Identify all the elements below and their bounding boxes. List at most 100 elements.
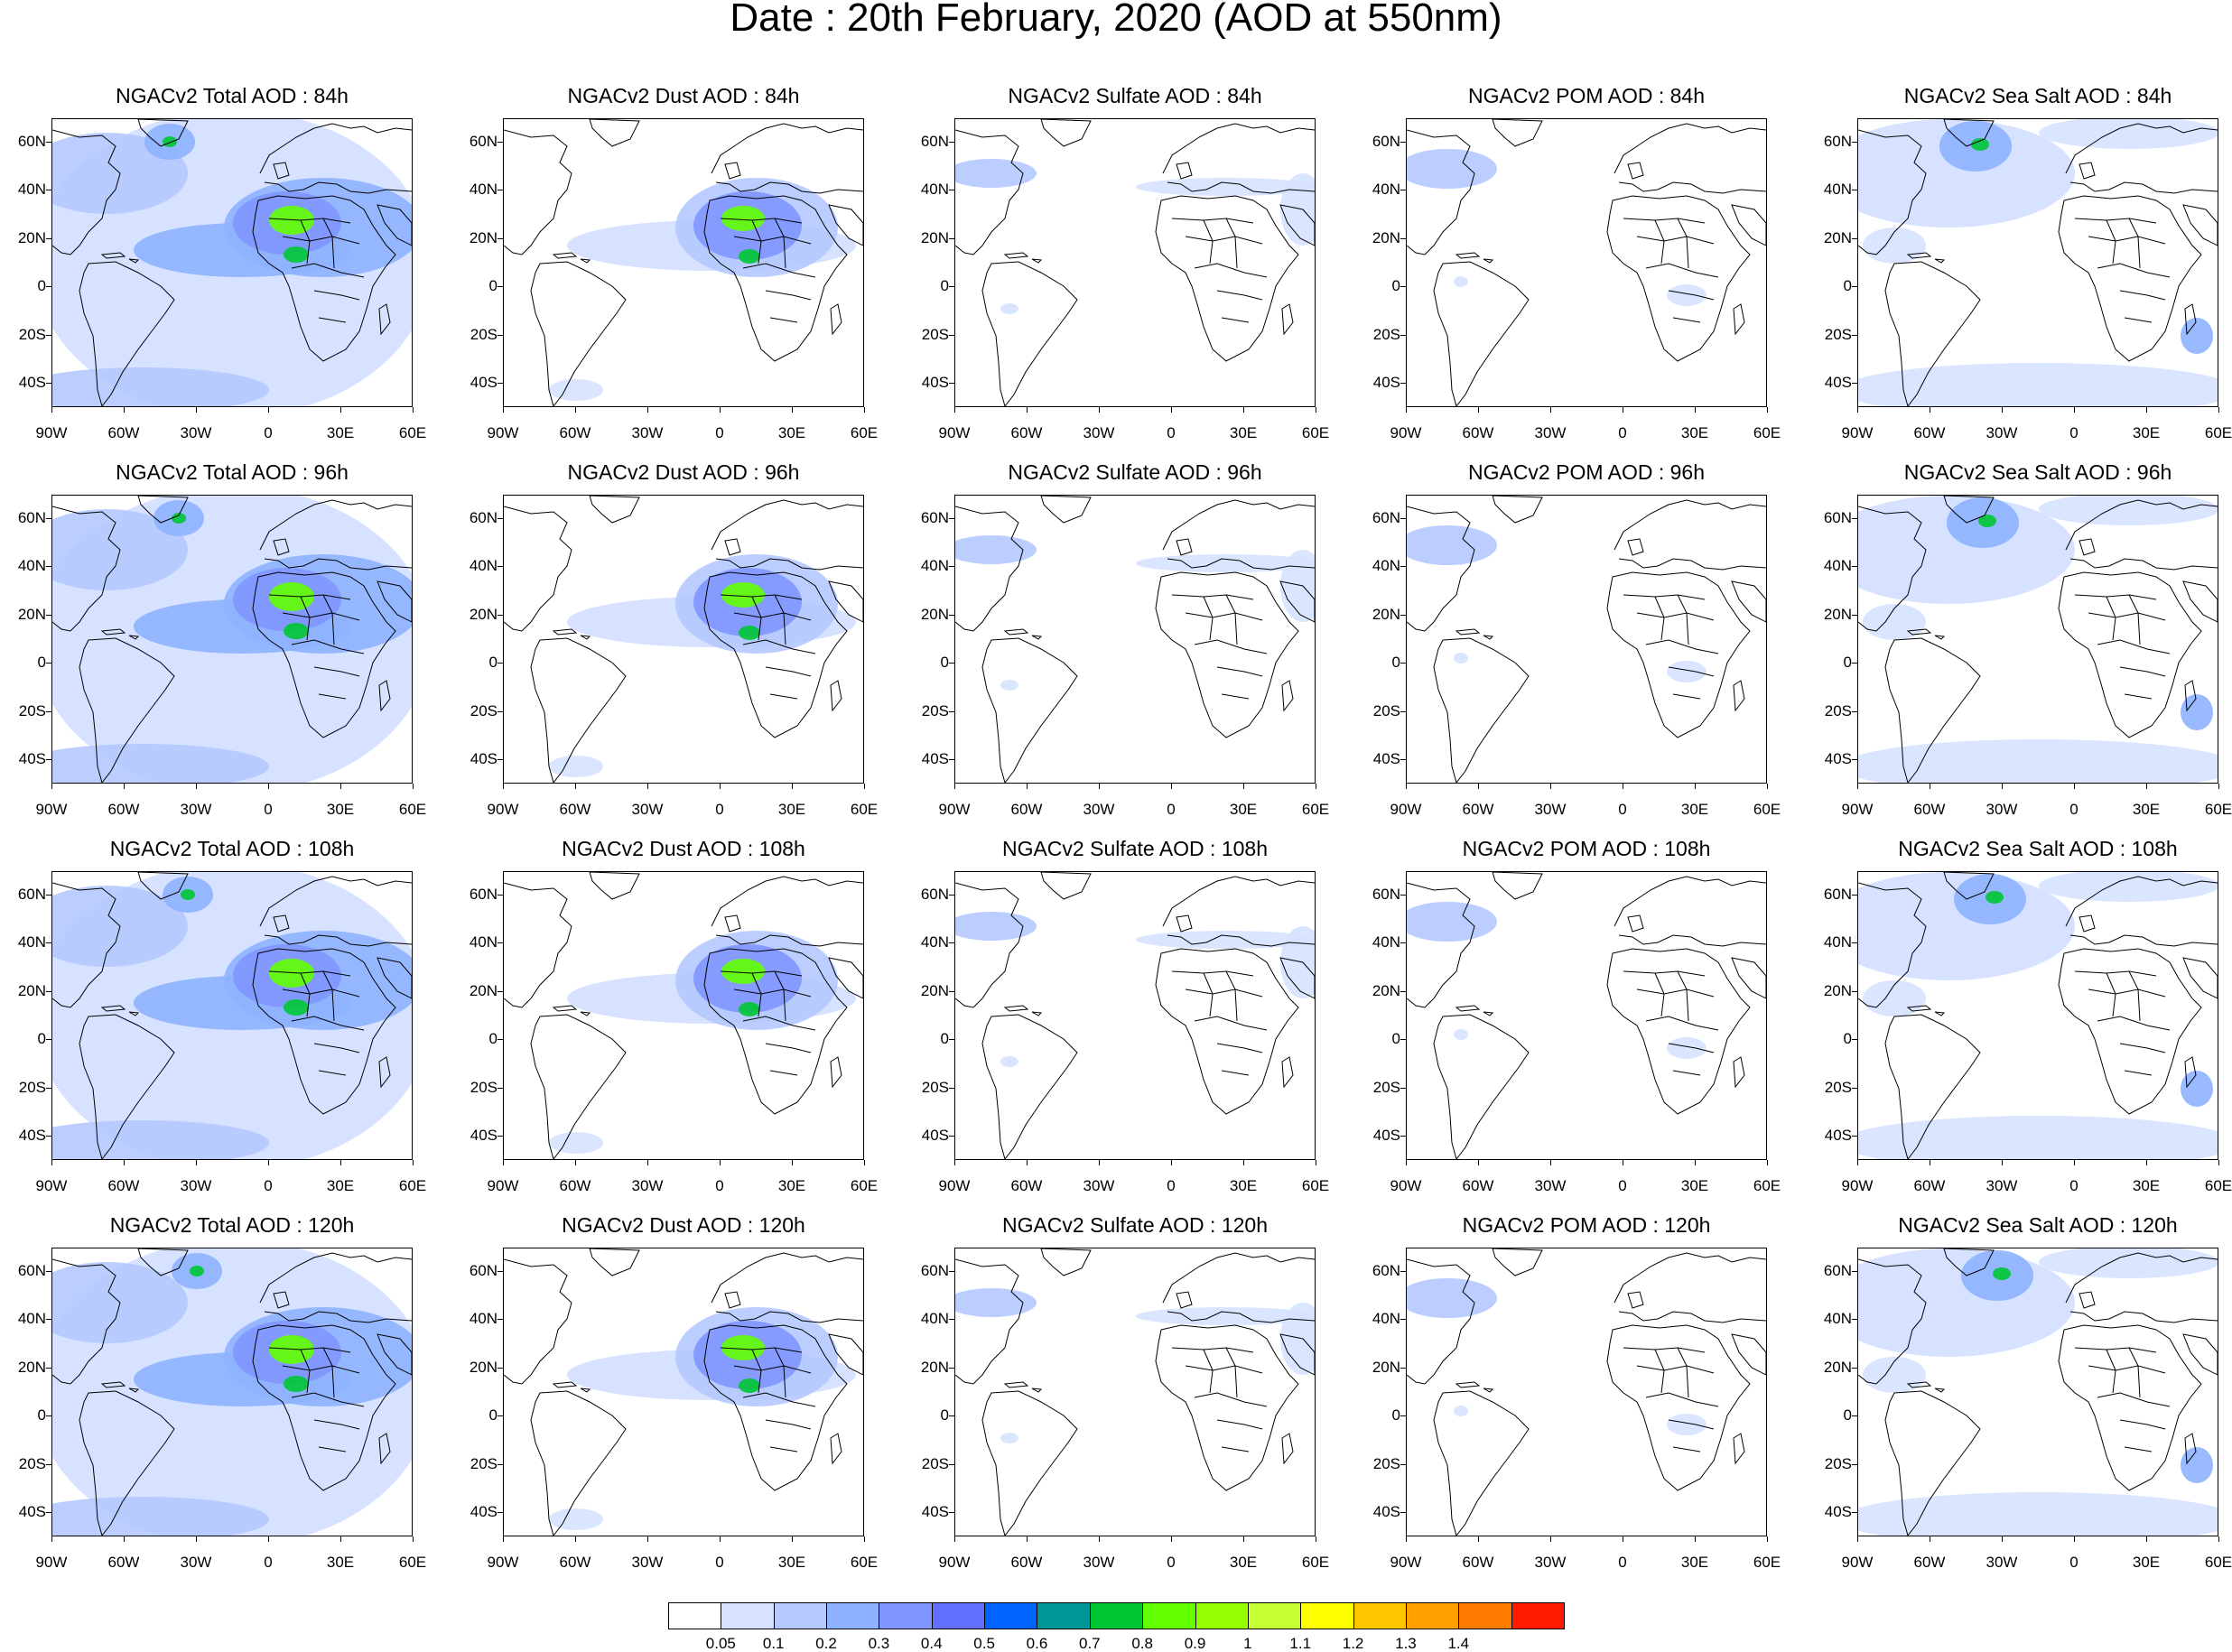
longitude-label: 0 bbox=[264, 424, 273, 441]
latitude-tick bbox=[1400, 1271, 1406, 1272]
longitude-label: 90W bbox=[1390, 1554, 1422, 1571]
aod-field-blob bbox=[1280, 1303, 1315, 1375]
colorbar-label: 0.6 bbox=[1026, 1635, 1048, 1652]
latitude-label: 60N bbox=[469, 133, 498, 150]
latitude-tick bbox=[1400, 566, 1406, 567]
aod-field-blob bbox=[2039, 872, 2218, 902]
aod-field-blob bbox=[1407, 149, 1497, 189]
latitude-label: 20N bbox=[1823, 229, 1852, 246]
aod-field-blob bbox=[2039, 119, 2218, 149]
latitude-tick bbox=[46, 1271, 51, 1272]
latitude-label: 40N bbox=[1372, 181, 1400, 198]
latitude-label: 0 bbox=[940, 277, 949, 294]
map-canvas bbox=[1858, 119, 2218, 406]
longitude-label: 90W bbox=[487, 801, 519, 818]
map-canvas bbox=[1858, 496, 2218, 783]
latitude-label: 20N bbox=[1372, 229, 1400, 246]
longitude-tick bbox=[720, 784, 721, 789]
aod-field-blob bbox=[269, 206, 314, 235]
latitude-tick bbox=[46, 1039, 51, 1040]
aod-field-blob bbox=[269, 959, 314, 988]
aod-field-blob bbox=[1858, 739, 2218, 783]
longitude-tick bbox=[647, 784, 648, 789]
longitude-tick bbox=[2002, 407, 2003, 413]
longitude-label: 90W bbox=[1841, 801, 1874, 818]
latitude-tick bbox=[498, 1319, 503, 1320]
map-panel-dust-120h bbox=[503, 1248, 864, 1536]
latitude-label: 40S bbox=[921, 1127, 949, 1144]
latitude-tick bbox=[498, 142, 503, 143]
colorbar-label: 1.3 bbox=[1395, 1635, 1417, 1652]
latitude-tick bbox=[46, 286, 51, 287]
latitude-label: 20N bbox=[469, 982, 498, 999]
longitude-label: 90W bbox=[35, 1554, 68, 1571]
longitude-tick bbox=[2146, 784, 2147, 789]
map-frame bbox=[1406, 495, 1767, 784]
aod-field-blob bbox=[1000, 1056, 1018, 1067]
longitude-tick bbox=[954, 1160, 955, 1165]
latitude-tick bbox=[949, 518, 954, 519]
map-canvas bbox=[955, 872, 1315, 1159]
longitude-label: 30E bbox=[1229, 424, 1258, 441]
longitude-label: 90W bbox=[487, 424, 519, 441]
latitude-label: 20S bbox=[18, 702, 46, 719]
latitude-tick bbox=[46, 1319, 51, 1320]
longitude-tick bbox=[1767, 1536, 1768, 1542]
longitude-tick bbox=[1550, 1536, 1551, 1542]
longitude-tick bbox=[1695, 1536, 1696, 1542]
map-panel-dust-96h bbox=[503, 495, 864, 784]
map-panel-seasalt-108h bbox=[1857, 871, 2218, 1160]
latitude-tick bbox=[498, 238, 503, 239]
longitude-tick bbox=[792, 407, 793, 413]
longitude-tick bbox=[1406, 1536, 1407, 1542]
longitude-label: 30W bbox=[1083, 1177, 1115, 1194]
latitude-tick bbox=[949, 942, 954, 943]
aod-field-blob bbox=[1667, 284, 1707, 306]
longitude-tick bbox=[1099, 784, 1100, 789]
latitude-tick bbox=[949, 142, 954, 143]
colorbar-swatch bbox=[931, 1602, 986, 1629]
aod-field-blob bbox=[955, 159, 1037, 188]
latitude-label: 20N bbox=[1372, 606, 1400, 623]
map-frame bbox=[503, 871, 864, 1160]
aod-field-blob bbox=[1858, 1492, 2218, 1536]
latitude-label: 40S bbox=[1824, 374, 1852, 391]
latitude-tick bbox=[1852, 335, 1857, 336]
latitude-label: 40S bbox=[18, 374, 46, 391]
longitude-label: 30E bbox=[2132, 424, 2161, 441]
longitude-label: 60E bbox=[850, 1554, 879, 1571]
aod-field-blob bbox=[739, 249, 760, 264]
longitude-label: 30E bbox=[777, 801, 806, 818]
longitude-tick bbox=[2218, 407, 2219, 413]
longitude-tick bbox=[2218, 784, 2219, 789]
longitude-label: 60W bbox=[1913, 424, 1946, 441]
latitude-label: 60N bbox=[920, 509, 949, 526]
longitude-tick bbox=[1695, 407, 1696, 413]
latitude-tick bbox=[1852, 1464, 1857, 1465]
latitude-label: 0 bbox=[488, 277, 498, 294]
latitude-label: 60N bbox=[469, 509, 498, 526]
colorbar-swatch bbox=[1247, 1602, 1302, 1629]
latitude-tick bbox=[498, 942, 503, 943]
latitude-label: 40N bbox=[1372, 933, 1400, 951]
longitude-tick bbox=[575, 784, 576, 789]
longitude-tick bbox=[1099, 1536, 1100, 1542]
latitude-tick bbox=[498, 759, 503, 760]
panel-title: NGACv2 Sulfate AOD : 108h bbox=[1001, 837, 1269, 860]
aod-field-blob bbox=[284, 999, 309, 1016]
latitude-label: 0 bbox=[488, 654, 498, 671]
longitude-tick bbox=[503, 1160, 504, 1165]
longitude-tick bbox=[2146, 407, 2147, 413]
latitude-tick bbox=[1852, 1088, 1857, 1089]
map-frame bbox=[954, 871, 1316, 1160]
map-panel-total-108h bbox=[51, 871, 413, 1160]
aod-field-blob bbox=[1136, 554, 1315, 572]
latitude-label: 20S bbox=[1824, 1455, 1852, 1472]
longitude-tick bbox=[196, 1160, 197, 1165]
longitude-label: 30E bbox=[1680, 801, 1709, 818]
longitude-label: 0 bbox=[1167, 1554, 1176, 1571]
latitude-label: 40N bbox=[469, 933, 498, 951]
latitude-label: 40N bbox=[17, 933, 46, 951]
latitude-tick bbox=[1400, 1464, 1406, 1465]
colorbar-swatch bbox=[1089, 1602, 1144, 1629]
